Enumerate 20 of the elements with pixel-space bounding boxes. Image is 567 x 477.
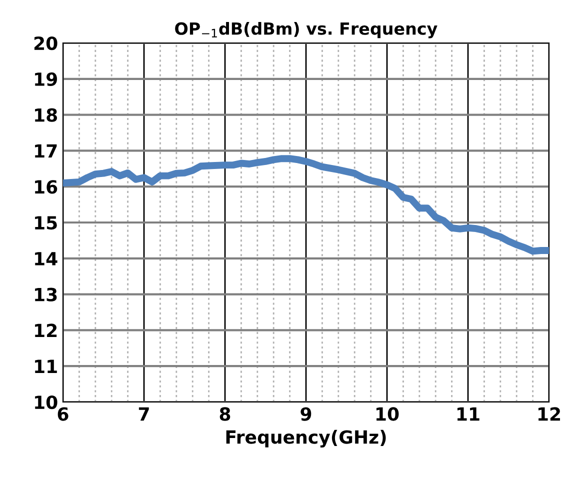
y-tick-label: 12 bbox=[35, 324, 57, 338]
y-tick-label: 10 bbox=[35, 395, 58, 410]
x-tick-label: 12 bbox=[538, 407, 560, 421]
x-tick-label: 9 bbox=[300, 407, 312, 421]
y-tick-label: 17 bbox=[35, 144, 57, 158]
x-tick-label: 11 bbox=[457, 407, 480, 421]
y-tick-label: 14 bbox=[35, 252, 58, 266]
y-tick-label: 19 bbox=[35, 72, 57, 86]
y-tick-label: 18 bbox=[35, 108, 58, 122]
y-tick-label: 13 bbox=[35, 288, 57, 302]
y-tick-label: 15 bbox=[35, 216, 57, 230]
x-tick-label: 8 bbox=[220, 407, 230, 421]
y-tick-label: 16 bbox=[35, 180, 58, 194]
chart-title: OP$_{−1}$dB(dBm) vs. Frequency bbox=[175, 22, 438, 38]
x-axis-title: Frequency(GHz) bbox=[226, 430, 386, 448]
y-tick-label: 20 bbox=[34, 36, 58, 50]
y-tick-label: 11 bbox=[35, 360, 57, 373]
x-tick-label: 6 bbox=[58, 407, 68, 421]
x-tick-label: 7 bbox=[138, 407, 149, 421]
x-tick-label: 10 bbox=[376, 407, 399, 421]
